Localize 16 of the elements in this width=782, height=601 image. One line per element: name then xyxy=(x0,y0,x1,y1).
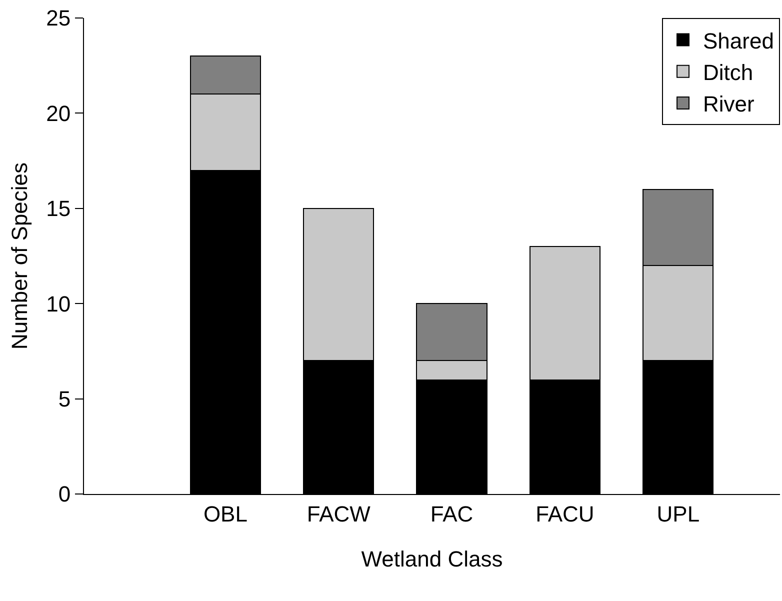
x-tick-label: FACU xyxy=(536,501,594,526)
y-tick-label: 20 xyxy=(46,100,71,126)
x-tick-label: FACW xyxy=(306,501,371,526)
legend-label: Ditch xyxy=(703,60,754,85)
y-tick-label: 15 xyxy=(46,196,71,222)
y-tick-label: 25 xyxy=(46,6,71,31)
y-tick-label: 10 xyxy=(46,291,71,316)
legend-label: Shared xyxy=(703,28,774,54)
y-tick-label: 0 xyxy=(58,482,71,507)
y-tick-label: 5 xyxy=(58,386,71,412)
x-tick-label: OBL xyxy=(203,501,248,526)
x-tick-label: FAC xyxy=(430,501,474,526)
x-tick-label: UPL xyxy=(656,501,700,526)
legend-label: River xyxy=(703,92,754,117)
x-axis-title: Wetland Class xyxy=(361,546,503,572)
y-axis-title: Number of Species xyxy=(6,162,32,350)
